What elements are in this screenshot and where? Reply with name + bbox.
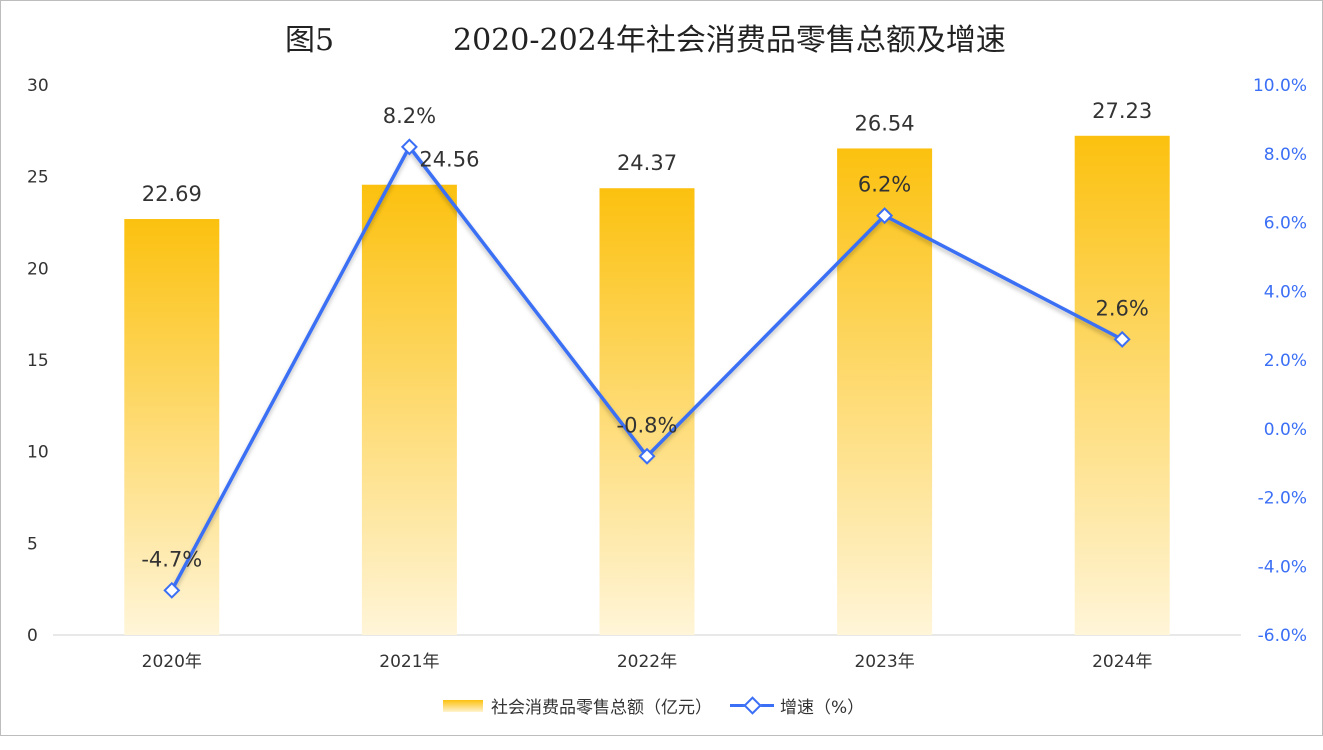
legend: 社会消费品零售总额（亿元） 增速（%） [443, 693, 864, 718]
x-axis-tick: 2024年 [1092, 652, 1152, 672]
line-marker [400, 138, 418, 156]
line-marker [638, 447, 656, 465]
line-data-label: -4.7% [141, 547, 202, 571]
legend-line-label: 增速（%） [780, 698, 865, 718]
right-axis-tick: 4.0% [1264, 282, 1307, 302]
bar [599, 188, 695, 635]
x-axis-tick: 2020年 [142, 652, 202, 672]
diamond-marker-icon [743, 696, 762, 715]
legend-bar-label: 社会消费品零售总额（亿元） [491, 698, 712, 718]
right-axis-tick: 6.0% [1264, 214, 1307, 234]
x-axis-tick: 2021年 [379, 652, 439, 672]
line-data-label: 8.2% [383, 104, 436, 128]
left-axis-tick: 0 [27, 626, 38, 646]
bar-data-label: 26.54 [855, 111, 915, 135]
figure-number: 图5 [285, 23, 335, 58]
left-axis-tick: 25 [27, 168, 49, 188]
chart-svg: 0 5 10 15 20 25 30 -6.0% -4.0% -2.0% 0.0% 2.0% 4.0% 6… [27, 76, 1307, 672]
line-data-label: -0.8% [617, 413, 678, 437]
left-axis-tick: 30 [27, 76, 49, 96]
title-text: 2020-2024年社会消费品零售总额及增速 [453, 23, 1006, 58]
right-axis-tick: 10.0% [1253, 76, 1307, 96]
bar-data-label: 24.56 [419, 148, 479, 172]
x-axis-tick: 2022年 [617, 652, 677, 672]
line-marker [1113, 330, 1131, 348]
bar [361, 184, 457, 635]
bar-data-label: 24.37 [617, 151, 677, 175]
legend-bar-swatch [443, 699, 483, 712]
left-axis-tick: 10 [27, 443, 49, 463]
right-axis-tick: 0.0% [1264, 420, 1307, 440]
left-axis-tick: 15 [27, 351, 49, 371]
left-axis-tick: 20 [27, 259, 49, 279]
x-axis-tick: 2023年 [854, 652, 914, 672]
bar [1074, 135, 1170, 636]
bar [124, 219, 220, 635]
right-axis-tick: 8.0% [1264, 145, 1307, 165]
left-axis-tick: 5 [27, 534, 38, 554]
bar-data-label: 27.23 [1092, 99, 1152, 123]
bar-data-label: 22.69 [142, 182, 202, 206]
line-data-label: 2.6% [1096, 296, 1149, 320]
right-axis-tick: -4.0% [1258, 557, 1307, 577]
legend-line-swatch [730, 696, 774, 715]
right-axis-tick: -6.0% [1258, 626, 1307, 646]
bar [837, 148, 933, 635]
right-axis-tick: 2.0% [1264, 351, 1307, 371]
right-axis-tick: -2.0% [1258, 489, 1307, 509]
line-marker [163, 581, 181, 599]
line-data-label: 6.2% [858, 173, 911, 197]
line-marker [876, 207, 894, 225]
